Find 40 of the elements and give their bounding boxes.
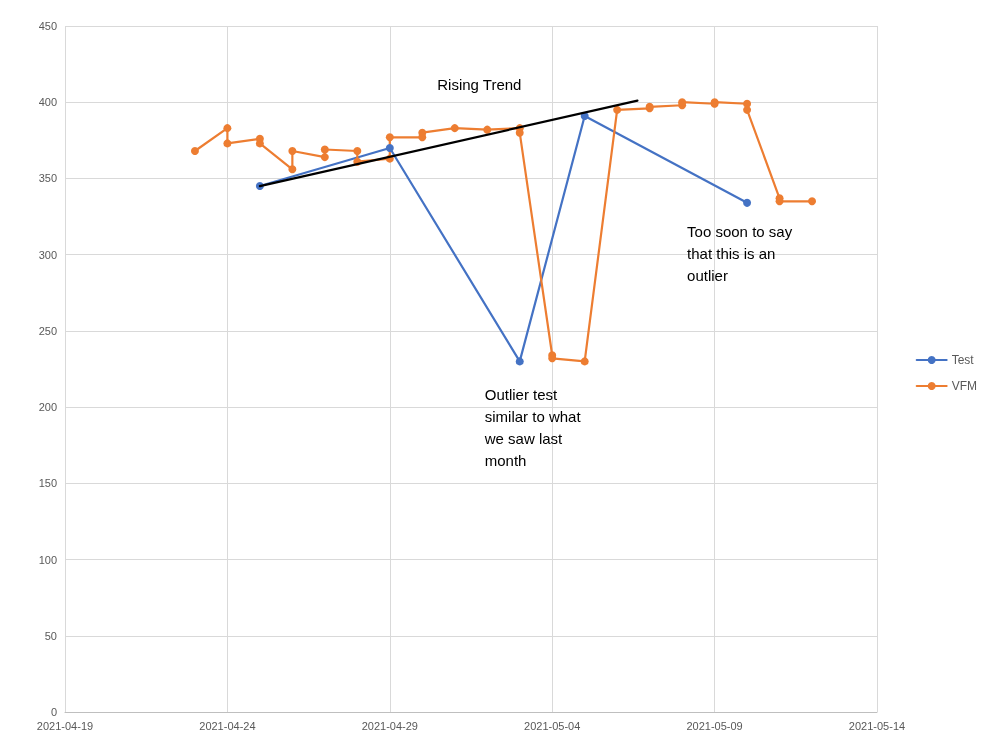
y-tick-label: 100 [38, 553, 57, 566]
annotation: Rising Trend [437, 75, 522, 93]
point [450, 124, 459, 133]
y-tick-label: 450 [38, 20, 57, 32]
y-tick-label: 350 [38, 172, 57, 185]
point [223, 139, 232, 148]
x-tick-label: 2021-05-09 [686, 719, 743, 732]
point [613, 105, 622, 114]
point [320, 153, 329, 162]
point [190, 147, 199, 155]
x-tick-label: 2021-05-14 [848, 719, 906, 732]
point [743, 105, 752, 114]
point [515, 357, 524, 366]
y-tick-label: 400 [38, 96, 57, 109]
point [353, 147, 362, 155]
point [418, 128, 427, 137]
point [223, 124, 232, 133]
annotation: Outlier test similar to what we saw last month [483, 385, 585, 469]
x-tick-label: 2021-05-04 [524, 719, 581, 732]
y-tick-label: 50 [44, 629, 57, 642]
point [743, 198, 752, 207]
point [483, 125, 492, 134]
x-tick-label: 2021-04-29 [361, 719, 418, 732]
x-tick-label: 2021-04-24 [199, 719, 256, 732]
y-tick-label: 200 [38, 401, 57, 414]
y-tick-label: 250 [38, 324, 57, 337]
point [320, 145, 329, 154]
point [288, 147, 297, 155]
point [385, 143, 394, 152]
y-tick-label: 0 [50, 706, 57, 718]
legend-label: Test [951, 353, 975, 367]
point [288, 165, 297, 174]
annotation: Too soon to say that this is an outlier [687, 223, 797, 285]
point [580, 357, 589, 366]
x-tick-label: 2021-04-19 [36, 719, 94, 732]
point [808, 197, 817, 206]
y-tick-label: 150 [38, 477, 57, 490]
legend-label: VFM [951, 379, 978, 393]
point [385, 133, 394, 142]
y-tick-label: 300 [38, 248, 57, 261]
